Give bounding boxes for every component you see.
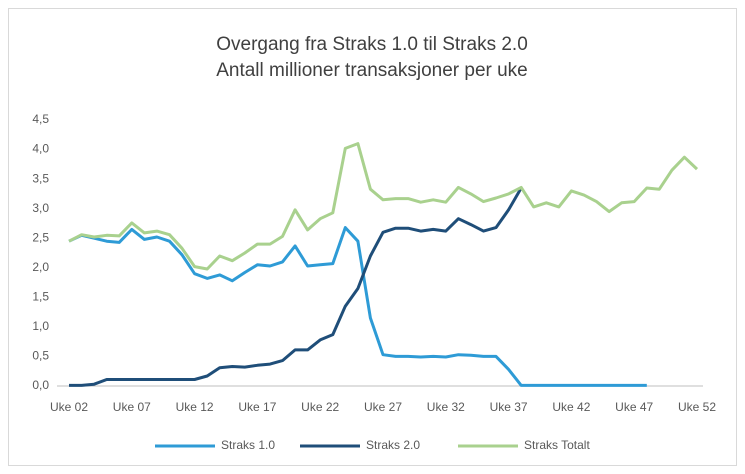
x-tick-label: Uke 07 (113, 400, 151, 414)
x-tick-label: Uke 02 (50, 400, 88, 414)
x-tick-label: Uke 32 (427, 400, 465, 414)
y-tick-label: 1,0 (32, 319, 49, 333)
x-tick-label: Uke 22 (301, 400, 339, 414)
chart-title: Overgang fra Straks 1.0 til Straks 2.0 (216, 34, 528, 55)
y-tick-label: 1,5 (32, 290, 49, 304)
x-tick-label: Uke 47 (615, 400, 653, 414)
x-tick-label: Uke 12 (176, 400, 214, 414)
y-tick-label: 0,5 (32, 349, 49, 363)
y-tick-label: 3,0 (32, 201, 49, 215)
legend-label: Straks 1.0 (221, 438, 275, 452)
chart-border (8, 8, 737, 466)
legend-label: Straks 2.0 (366, 438, 420, 452)
x-tick-label: Uke 17 (238, 400, 276, 414)
y-tick-label: 3,5 (32, 171, 49, 185)
y-tick-label: 2,5 (32, 230, 49, 244)
x-tick-label: Uke 42 (552, 400, 590, 414)
series-line (68, 226, 647, 387)
y-tick-label: 0,0 (32, 378, 49, 392)
legend-label: Straks Totalt (524, 438, 590, 452)
x-tick-label: Uke 37 (490, 400, 528, 414)
series-line (68, 142, 699, 271)
x-tick-label: Uke 27 (364, 400, 402, 414)
y-tick-label: 2,0 (32, 260, 49, 274)
x-tick-label: Uke 52 (678, 400, 716, 414)
y-tick-label: 4,5 (32, 112, 49, 126)
series-line (69, 187, 523, 387)
y-tick-label: 4,0 (32, 142, 49, 156)
chart-subtitle: Antall millioner transaksjoner per uke (216, 60, 528, 81)
